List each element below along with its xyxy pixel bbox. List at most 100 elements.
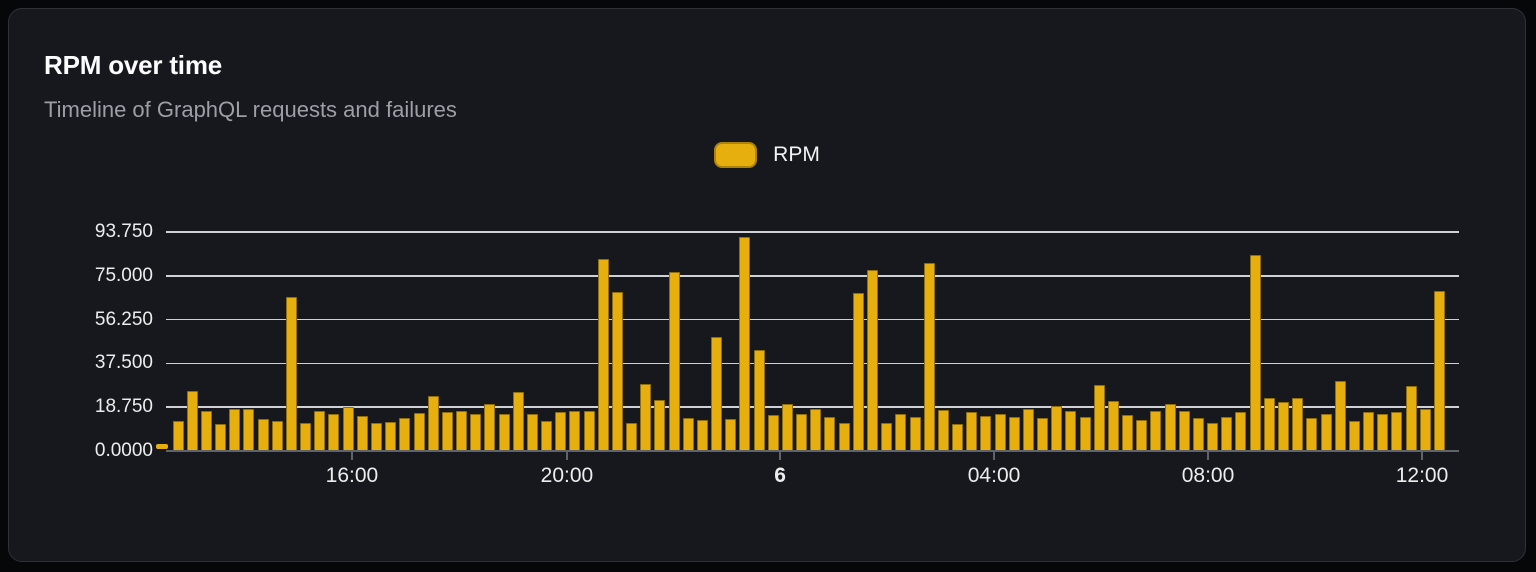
rpm-bar[interactable] xyxy=(1093,384,1105,451)
rpm-bar[interactable] xyxy=(824,416,836,451)
rpm-bar[interactable] xyxy=(328,413,340,451)
rpm-bar[interactable] xyxy=(852,292,864,451)
rpm-bar[interactable] xyxy=(512,391,524,451)
rpm-bar[interactable] xyxy=(314,411,326,451)
rpm-bar[interactable] xyxy=(243,408,255,451)
rpm-bar[interactable] xyxy=(668,271,680,451)
rpm-bar[interactable] xyxy=(597,258,609,451)
rpm-bar[interactable] xyxy=(909,416,921,451)
rpm-bar[interactable] xyxy=(1207,423,1219,451)
bar-slot xyxy=(1404,232,1418,451)
rpm-bar[interactable] xyxy=(399,417,411,451)
rpm-bar[interactable] xyxy=(385,421,397,451)
rpm-bar[interactable] xyxy=(215,424,227,451)
rpm-bar[interactable] xyxy=(753,350,765,451)
rpm-bar[interactable] xyxy=(626,422,638,451)
legend-swatch-rpm[interactable] xyxy=(714,142,758,168)
rpm-bar[interactable] xyxy=(1263,397,1275,451)
rpm-bar[interactable] xyxy=(484,403,496,451)
bar-slot xyxy=(1021,232,1035,451)
rpm-bar[interactable] xyxy=(1122,415,1134,451)
rpm-bar[interactable] xyxy=(456,411,468,451)
y-tick-label: 93.750 xyxy=(94,221,153,242)
rpm-bar[interactable] xyxy=(952,423,964,451)
rpm-bar[interactable] xyxy=(1391,412,1403,451)
rpm-bar[interactable] xyxy=(555,411,567,451)
rpm-bar[interactable] xyxy=(966,412,978,451)
bars-row xyxy=(166,232,1459,451)
rpm-bar[interactable] xyxy=(711,337,723,451)
rpm-bar[interactable] xyxy=(1249,254,1261,451)
rpm-bar[interactable] xyxy=(881,423,893,451)
rpm-bar[interactable] xyxy=(370,422,382,451)
rpm-bar[interactable] xyxy=(541,421,553,451)
rpm-bar[interactable] xyxy=(1136,420,1148,451)
rpm-bar[interactable] xyxy=(682,418,694,451)
rpm-bar[interactable] xyxy=(498,413,510,451)
rpm-bar[interactable] xyxy=(1277,401,1289,451)
rpm-bar[interactable] xyxy=(271,421,283,451)
rpm-bar[interactable] xyxy=(1079,417,1091,451)
rpm-bar[interactable] xyxy=(1107,401,1119,451)
bar-slot xyxy=(695,232,709,451)
rpm-bar[interactable] xyxy=(1008,417,1020,451)
rpm-bar[interactable] xyxy=(1334,381,1346,451)
rpm-bar[interactable] xyxy=(1320,414,1332,451)
rpm-bar[interactable] xyxy=(356,415,368,451)
rpm-bar[interactable] xyxy=(1221,417,1233,451)
rpm-bar[interactable] xyxy=(257,419,269,451)
rpm-bar[interactable] xyxy=(186,390,198,451)
rpm-bar[interactable] xyxy=(441,412,453,451)
rpm-bar[interactable] xyxy=(1306,418,1318,451)
rpm-bar[interactable] xyxy=(767,415,779,451)
bar-slot xyxy=(610,232,624,451)
rpm-bar[interactable] xyxy=(1433,291,1445,451)
rpm-bar[interactable] xyxy=(725,419,737,451)
rpm-bar[interactable] xyxy=(980,415,992,451)
rpm-bar[interactable] xyxy=(1164,403,1176,451)
rpm-bar[interactable] xyxy=(300,422,312,451)
rpm-bar[interactable] xyxy=(1292,397,1304,451)
rpm-bar[interactable] xyxy=(229,408,241,451)
rpm-bar[interactable] xyxy=(895,414,907,451)
legend-label-rpm[interactable]: RPM xyxy=(773,143,820,166)
rpm-bar[interactable] xyxy=(923,263,935,451)
rpm-bar[interactable] xyxy=(1377,413,1389,451)
rpm-bar[interactable] xyxy=(583,411,595,451)
rpm-bar[interactable] xyxy=(739,236,751,451)
rpm-bar[interactable] xyxy=(781,403,793,451)
rpm-bar[interactable] xyxy=(867,269,878,451)
rpm-bar[interactable] xyxy=(640,384,652,451)
rpm-bar[interactable] xyxy=(1150,411,1162,451)
rpm-bar[interactable] xyxy=(1235,412,1247,451)
rpm-bar[interactable] xyxy=(285,297,297,451)
rpm-bar[interactable] xyxy=(342,406,354,451)
rpm-bar[interactable] xyxy=(937,410,949,451)
rpm-bar[interactable] xyxy=(1178,411,1190,451)
rpm-bar[interactable] xyxy=(696,420,708,451)
rpm-bar[interactable] xyxy=(413,412,425,451)
rpm-bar[interactable] xyxy=(569,411,581,451)
rpm-bar[interactable] xyxy=(654,400,666,451)
rpm-bar[interactable] xyxy=(1192,418,1204,451)
chart-card: RPM over time Timeline of GraphQL reques… xyxy=(8,8,1526,562)
rpm-bar[interactable] xyxy=(1037,418,1049,451)
rpm-bar[interactable] xyxy=(1419,409,1431,451)
rpm-bar[interactable] xyxy=(611,292,623,451)
rpm-bar[interactable] xyxy=(1065,411,1077,451)
rpm-bar[interactable] xyxy=(1405,385,1417,451)
bar-slot xyxy=(752,232,766,451)
rpm-bar[interactable] xyxy=(427,396,439,451)
rpm-bar[interactable] xyxy=(1051,406,1063,451)
rpm-bar[interactable] xyxy=(838,422,850,451)
rpm-bar[interactable] xyxy=(200,411,212,451)
rpm-bar[interactable] xyxy=(470,413,482,451)
rpm-bar[interactable] xyxy=(796,414,808,451)
rpm-bar[interactable] xyxy=(526,413,538,451)
rpm-bar[interactable] xyxy=(1022,408,1034,451)
rpm-bar[interactable] xyxy=(1348,421,1360,451)
rpm-bar[interactable] xyxy=(172,421,184,451)
rpm-bar[interactable] xyxy=(1363,412,1375,451)
rpm-bar[interactable] xyxy=(810,409,822,451)
rpm-bar[interactable] xyxy=(994,414,1006,451)
